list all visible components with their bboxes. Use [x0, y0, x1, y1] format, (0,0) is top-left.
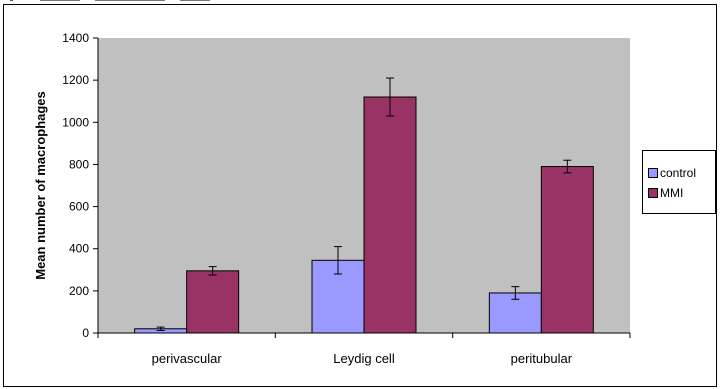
y-tick-label: 800	[69, 157, 89, 171]
chart-legend: control MMI	[642, 150, 716, 214]
legend-label-control: control	[660, 166, 697, 180]
bar-mmi-2	[540, 166, 594, 334]
clipped-caption-strip	[0, 0, 721, 4]
y-tick-label: 400	[69, 242, 89, 256]
legend-label-mmi: MMI	[660, 186, 684, 200]
bar-mmi-0	[186, 270, 240, 334]
x-tick-label: Leydig cell	[333, 351, 395, 366]
y-tick-label: 1400	[62, 31, 89, 45]
y-tick-label: 0	[82, 326, 89, 340]
y-tick-label: 600	[69, 200, 89, 214]
legend-swatch-control	[648, 168, 658, 178]
x-tick-label: peritubular	[511, 351, 573, 366]
y-axis-title: Mean number of macrophages	[33, 91, 48, 280]
y-tick-label: 200	[69, 284, 89, 298]
y-tick-label: 1000	[62, 115, 89, 129]
legend-item-control: control	[648, 165, 696, 181]
bar-mmi-1	[363, 96, 417, 334]
y-tick-label: 1200	[62, 73, 89, 87]
legend-item-mmi: MMI	[648, 185, 683, 201]
legend-swatch-mmi	[648, 188, 658, 198]
x-tick-label: perivascular	[152, 351, 223, 366]
